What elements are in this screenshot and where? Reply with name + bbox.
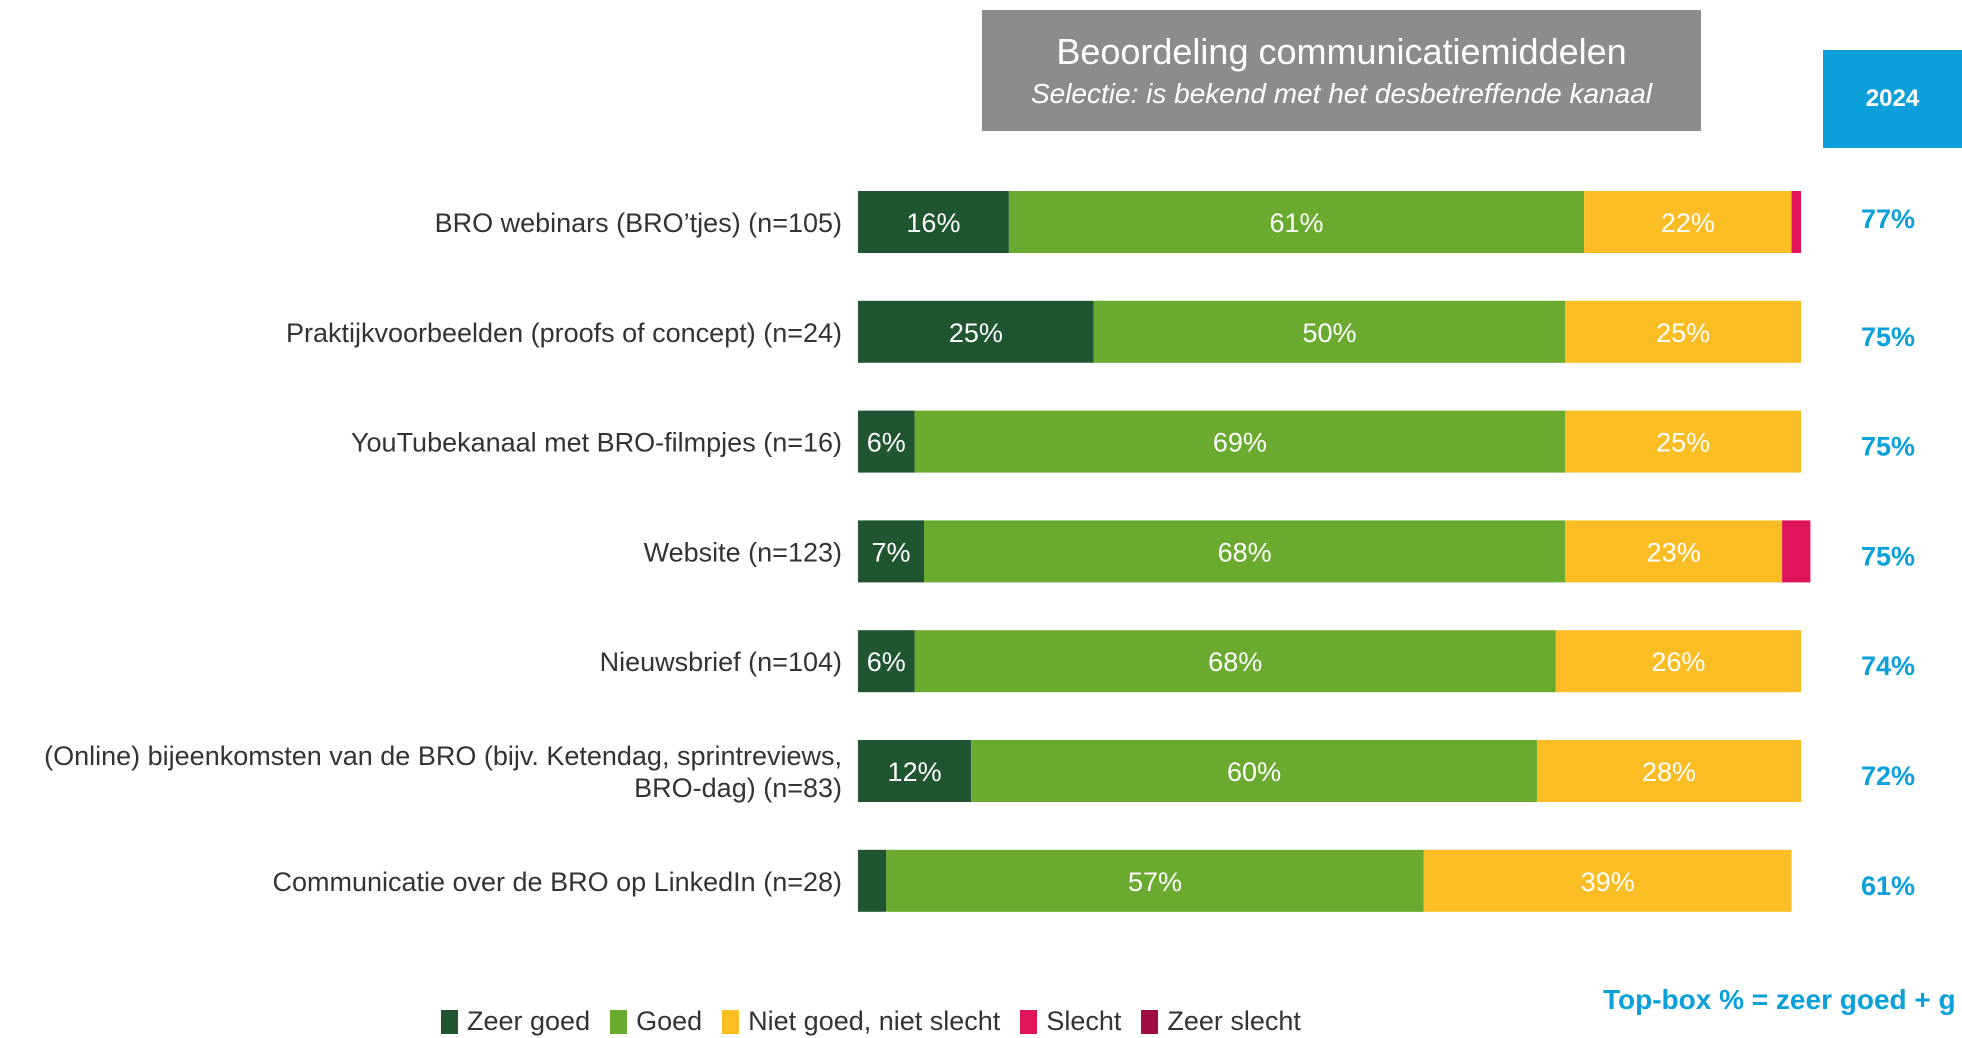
data-label: 28% — [1642, 757, 1696, 787]
bar-segment — [1565, 410, 1801, 473]
data-label: 57% — [1128, 867, 1182, 897]
category-label: Website (n=123) — [644, 537, 842, 567]
data-label: 68% — [1208, 647, 1262, 677]
category-label: Praktijkvoorbeelden (proofs of concept) … — [286, 318, 842, 348]
data-label: 25% — [949, 318, 1003, 348]
bar-segment — [1536, 740, 1801, 802]
data-label: 61% — [1269, 208, 1323, 238]
data-label: 50% — [1302, 318, 1356, 348]
data-label: 39% — [1581, 867, 1635, 897]
top-box-value: 75% — [1861, 541, 1915, 571]
data-label: 26% — [1651, 647, 1705, 677]
category-label: BRO webinars (BRO’tjes) (n=105) — [435, 208, 842, 238]
bar-segment — [858, 410, 915, 473]
data-label: 25% — [1656, 428, 1710, 458]
category-label: (Online) bijeenkomsten van de BRO (bijv.… — [44, 741, 842, 771]
bar-segment — [1093, 300, 1566, 363]
bar-segment — [858, 520, 925, 583]
data-label: 23% — [1647, 537, 1701, 567]
legend-item: Niet goed, niet slecht — [722, 1006, 1000, 1037]
bar-segment — [1565, 520, 1783, 583]
category-label: Nieuwsbrief (n=104) — [600, 647, 842, 677]
top-box-value: 61% — [1861, 871, 1915, 901]
data-label: 68% — [1218, 537, 1272, 567]
legend-item: Zeer slecht — [1141, 1006, 1301, 1037]
chart-subtitle: Selectie: is bekend met het desbetreffen… — [1030, 78, 1653, 109]
bar-segment — [924, 520, 1566, 583]
data-label: 16% — [906, 208, 960, 238]
legend-label: Zeer goed — [467, 1006, 591, 1036]
bar-segment — [858, 740, 972, 802]
bar-segment — [1555, 630, 1801, 693]
legend-item: Slecht — [1020, 1006, 1121, 1037]
bar-segment — [858, 849, 887, 912]
bar-segment — [914, 630, 1556, 693]
legend-item: Goed — [610, 1006, 702, 1037]
chart-title-box: Beoordeling communicatiemiddelen Selecti… — [982, 10, 1701, 131]
category-label: YouTubekanaal met BRO-filmpjes (n=16) — [351, 428, 842, 458]
data-label: 6% — [867, 428, 906, 458]
top-box-value: 74% — [1861, 651, 1915, 681]
year-header: 2024 — [1823, 50, 1962, 148]
data-label: 7% — [871, 537, 910, 567]
legend-label: Zeer slecht — [1167, 1006, 1301, 1036]
legend-swatch — [441, 1009, 458, 1034]
bar-segment — [1791, 191, 1801, 253]
data-label: 12% — [888, 757, 942, 787]
legend-swatch — [722, 1009, 740, 1034]
legend-label: Niet goed, niet slecht — [748, 1006, 1001, 1036]
top-box-footnote: Top-box % = zeer goed + g — [1603, 984, 1956, 1015]
bar-segment — [1423, 849, 1792, 912]
bar-segment — [1584, 191, 1792, 253]
bar-segment — [858, 300, 1094, 363]
legend-swatch — [1020, 1009, 1038, 1034]
top-box-value: 75% — [1861, 322, 1915, 352]
bar-segment — [971, 740, 1537, 802]
legend-label: Goed — [636, 1006, 703, 1036]
bar-segment — [1008, 191, 1585, 253]
chart-legend: Zeer goed Goed Niet goed, niet slecht Slech… — [441, 1006, 1321, 1037]
data-label: 60% — [1227, 757, 1281, 787]
top-box-value: 77% — [1861, 204, 1915, 234]
data-label: 22% — [1661, 208, 1715, 238]
data-label: 6% — [867, 647, 906, 677]
legend-swatch — [610, 1009, 628, 1034]
bar-segment — [858, 630, 915, 693]
category-label: BRO-dag) (n=83) — [634, 773, 842, 803]
legend-label: Slecht — [1046, 1006, 1122, 1036]
bar-segment — [858, 191, 1009, 253]
top-box-value: 72% — [1861, 761, 1915, 791]
data-label: 69% — [1213, 428, 1267, 458]
chart-title: Beoordeling communicatiemiddelen — [1056, 31, 1627, 72]
category-label: Communicatie over de BRO op LinkedIn (n=… — [272, 867, 842, 897]
legend-item: Zeer goed — [441, 1006, 590, 1037]
bar-segment — [914, 410, 1566, 473]
bar-segment — [1782, 520, 1811, 583]
top-box-value: 75% — [1861, 432, 1915, 462]
bar-segment — [1565, 300, 1801, 363]
bar-segment — [886, 849, 1424, 912]
legend-swatch — [1141, 1009, 1159, 1034]
data-label: 25% — [1656, 318, 1710, 348]
stacked-bar-chart: BRO webinars (BRO’tjes) (n=105) 16% 61% 22%… — [44, 191, 1915, 912]
